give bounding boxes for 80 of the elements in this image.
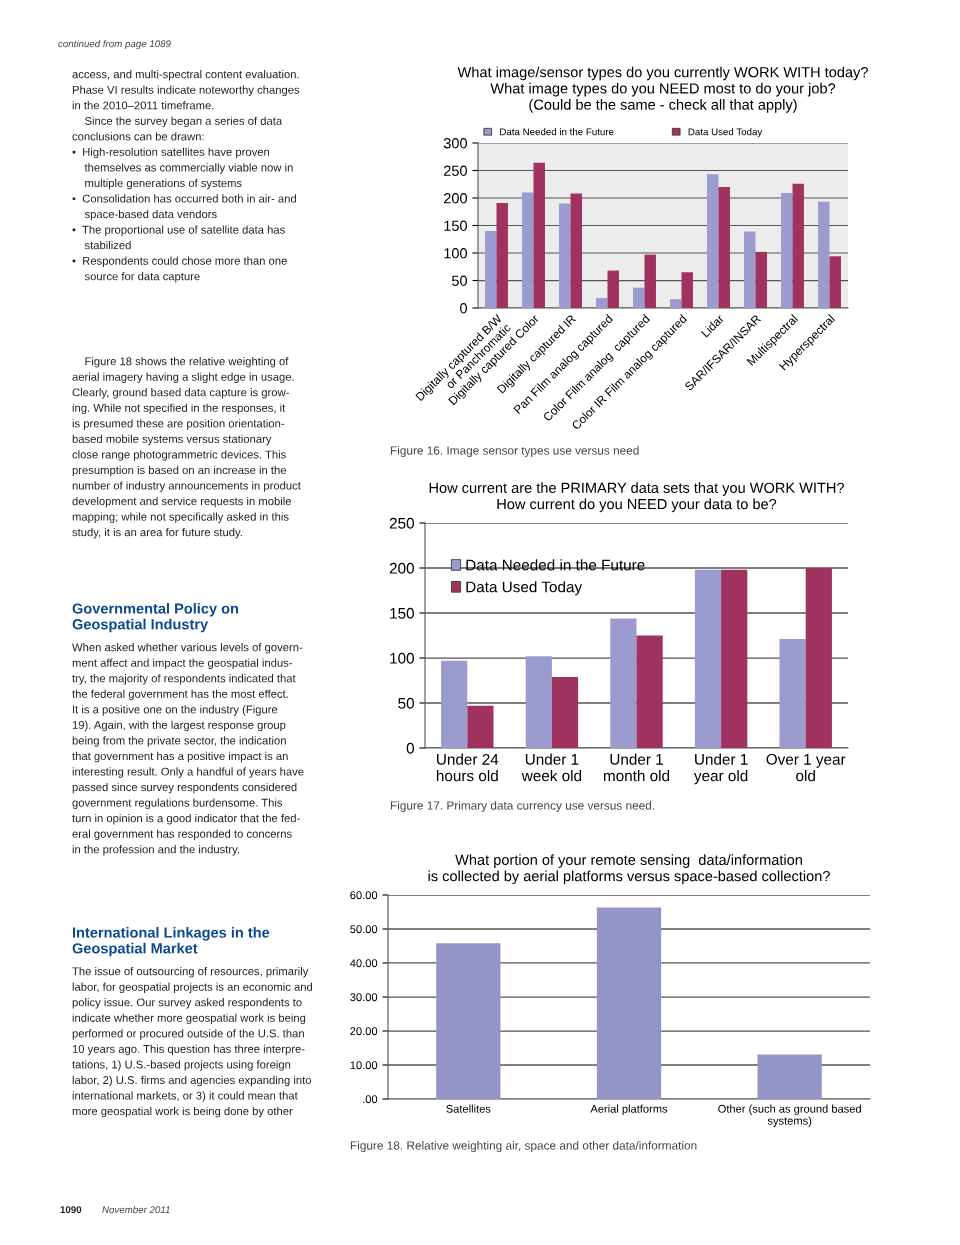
bar [607,270,619,308]
bar [694,569,722,748]
y-tick-label: 20.00 [350,1027,378,1036]
chart-title: How current are the PRIMARY data sets that you WORK WITH? How current do you NEED your data to be? [429,482,844,513]
bar [721,569,748,748]
text: 1090 [60,1206,82,1214]
text: Figure 18 shows the relative weighting of aerial imagery having a slight edge in usage. Clearly, ground based data capture is grow- ing. While not specified in the responses, it is presumed these are position orientation- based mobile systems versus stationary close range photogrammetric devices. This presumption is based on an increase in the number of industry announcements in product development and service requests in mobile mapping; while not specifically asked in this study, it is an area for future study. [72,357,301,539]
y-tick-label: 200 [389,562,414,574]
bar [805,568,832,748]
bar [755,251,767,308]
caption: Figure 16. Image sensor types use versus need [390,446,639,458]
y-tick-label: 250 [389,517,414,529]
text: The issue of outsourcing of resources, primarily labor, for geospatial projects is an economic and policy issue. Our survey asked respondents to indicate whether more geospatial work is being performed or procured outside of the U.S. than 10 years ago. This question has three interpre- tations, 1) U.S.-based projects using foreign labor, 2) U.S. firms and agencies expanding into international markets, or 3) it could mean that more geospatial work is being done by other [72,967,313,1118]
bar [436,943,501,1099]
text: International Linkages in the Geospatial Market [72,927,270,957]
bar [610,618,637,748]
legend-label: Data Needed in the Future [500,128,614,136]
bar [718,187,730,308]
chart-title: What image/sensor types do you currently WORK WITH today? What image types do you NEED most to do your job? (Could be the same - check all that apply) [457,66,868,113]
y-tick-label: 30.00 [350,993,378,1002]
bar [681,272,693,308]
chart-title: What portion of your remote sensing data/information is collected by aerial platforms versus space-based collection? [428,854,830,885]
x-tick-label: Under 1 week old [521,753,582,782]
legend-label: Data Used Today [466,581,583,596]
y-tick-label: 250 [443,165,468,176]
y-tick-label: .00 [363,1095,378,1104]
y-tick-label: 60.00 [350,891,378,900]
bar [707,174,719,308]
bar [570,193,582,308]
bar [522,192,534,308]
bar [818,201,830,308]
caption: Figure 17. Primary data currency use versus need. [390,801,655,812]
x-tick-label: Other (such as ground based systems) [718,1104,861,1127]
bar [829,256,841,308]
x-tick-label: Satellites [446,1104,491,1113]
legend-label: Data Needed in the Future [466,559,645,571]
y-tick-label: 0 [460,303,468,314]
bar [670,299,682,308]
y-tick-label: 100 [390,652,414,664]
caption: Figure 18. Relative weighting air, space and other data/information [350,1141,697,1153]
bar [781,193,793,308]
y-tick-label: 50.00 [350,925,378,934]
y-tick-label: 50 [451,275,468,286]
x-tick-label: Under 24 hours old [436,753,499,782]
y-tick-label: 0 [406,742,414,754]
bar [441,660,468,748]
text: When asked whether various levels of govern- ment affect and impact the geospatial indus- try, the majority of respondents indicated that the federal government has the most effect. It is a positive one on the industry (Figure 19). Again, with the largest response group being from the private sector, the indication that government has a positive impact is an interesting result. Only a handful of years have passed since survey respondents considered government regulations burdensome. This turn in opinion is a good indicator that the fed- eral government has responded to concerns in the profession and the industry. [72,643,304,856]
bar [636,635,663,748]
x-tick-label: Aerial platforms [590,1104,668,1115]
text: continued from page 1089 [58,40,171,50]
bar [633,287,645,308]
y-tick-label: 50 [398,697,414,709]
bar [496,202,508,308]
x-tick-label: Under 1 month old [603,753,670,782]
bar [467,705,494,748]
bar [596,907,662,1099]
y-tick-label: 150 [444,220,468,231]
bar [757,1054,822,1099]
y-tick-label: 200 [443,193,468,204]
y-tick-label: 150 [390,607,414,619]
bar [525,656,552,748]
y-tick-label: 10.00 [350,1061,378,1070]
bar [792,183,804,308]
bar [779,639,806,748]
bar [551,676,579,748]
legend-label: Data Used Today [688,128,763,138]
text: access, and multi-spectral content evaluation. Phase VI results indicate noteworthy changes in the 2010–2011 timeframe. Since the survey began a series of data conclusions can be drawn: • High-resolution satellites have proven themselves as commercially viable now in multiple generations of systems • Consolidation has occurred both in air- and space-based data vendors • The proportional use of satellite data has stabilized • Respondents could chose more than one source for data capture [72,70,300,283]
bar [644,254,656,308]
bar [533,162,545,308]
y-tick-label: 40.00 [350,959,378,968]
bar [596,298,608,308]
bar [559,203,571,308]
x-tick-label: Over 1 year old [766,753,846,782]
text: November 2011 [102,1206,170,1214]
bar [485,231,497,308]
text: Governmental Policy on Geospatial Industry [72,603,239,633]
bar [744,231,756,308]
x-tick-label: Under 1 year old [693,753,748,785]
y-tick-label: 100 [444,248,468,259]
y-tick-label: 300 [443,138,468,149]
